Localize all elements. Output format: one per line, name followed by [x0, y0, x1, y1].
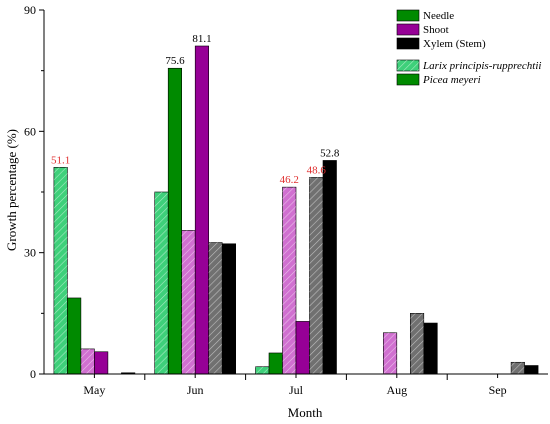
- x-tick-label-sep: Sep: [489, 383, 507, 397]
- x-tick-label-may: May: [83, 383, 105, 397]
- data-label-5: 52.8: [320, 147, 340, 159]
- bar-sep-series-5: [524, 365, 539, 375]
- axes-group: 0 30 60 90 May Jun Jul Aug Sep: [24, 3, 548, 397]
- bar-hatch-aug-series-2: [383, 332, 397, 374]
- legend-label-tissue-0: Needle: [423, 10, 454, 22]
- y-axis-title: Growth percentage (%): [4, 129, 19, 251]
- bar-hatch-aug-series-4: [410, 313, 424, 374]
- bar-jul-series-3: [295, 321, 310, 375]
- bar-may-series-1: [67, 297, 82, 375]
- bar-jun-series-1: [167, 67, 182, 375]
- data-label-2: 81.1: [192, 33, 211, 45]
- bar-hatch-jul-series-2: [282, 187, 296, 374]
- legend-swatch-hatch-0: [397, 60, 419, 71]
- x-tick-label-aug: Aug: [386, 383, 407, 397]
- bar-hatch-may-series-2: [80, 348, 95, 374]
- bar-may-series-3: [94, 351, 109, 375]
- bar-jun-series-3: [194, 45, 209, 375]
- x-tick-label-jun: Jun: [187, 383, 204, 397]
- y-tick-label-2: 60: [24, 124, 36, 138]
- bar-hatch-jun-series-2: [181, 230, 196, 374]
- bar-hatch-jun-series-0: [154, 192, 169, 374]
- bars-group: [53, 45, 539, 375]
- data-labels-group: 51.1 75.6 81.1 46.2 48.6 52.8: [51, 33, 340, 186]
- bar-aug-series-5: [423, 322, 438, 375]
- x-tick-label-jul: Jul: [289, 383, 304, 397]
- bar-jun-series-5: [221, 243, 236, 375]
- bar-hatch-jun-series-4: [208, 242, 223, 374]
- data-label-0: 51.1: [51, 154, 70, 166]
- legend: Needle Shoot Xylem (Stem) Larix principis-r…: [396, 9, 541, 86]
- legend-swatch-xylem-stem-: [396, 37, 420, 50]
- bar-jul-series-1: [268, 352, 283, 375]
- legend-label-tissue-1: Shoot: [423, 24, 449, 36]
- bar-hatch-may-series-0: [53, 167, 68, 374]
- legend-label-tissue-2: Xylem (Stem): [423, 38, 486, 50]
- data-label-3: 46.2: [280, 174, 299, 186]
- bar-hatch-sep-series-4: [511, 362, 525, 374]
- y-tick-label-3: 90: [24, 3, 36, 17]
- x-axis-title: Month: [288, 405, 323, 420]
- y-tick-label-0: 0: [30, 367, 36, 381]
- data-label-4: 48.6: [307, 164, 327, 176]
- data-label-1: 75.6: [165, 55, 185, 67]
- bar-hatch-jul-series-0: [255, 366, 269, 374]
- bar-jul-series-5: [322, 160, 337, 375]
- legend-label-species-1: Picea meyeri: [422, 74, 481, 86]
- bar-hatch-jul-series-4: [309, 177, 323, 374]
- legend-label-species-0: Larix principis-rupprechtii: [422, 60, 541, 72]
- legend-swatch-needle: [396, 9, 420, 22]
- legend-swatch-shoot: [396, 23, 420, 36]
- legend-swatch-species-1: [396, 73, 420, 86]
- y-tick-label-1: 30: [24, 246, 36, 260]
